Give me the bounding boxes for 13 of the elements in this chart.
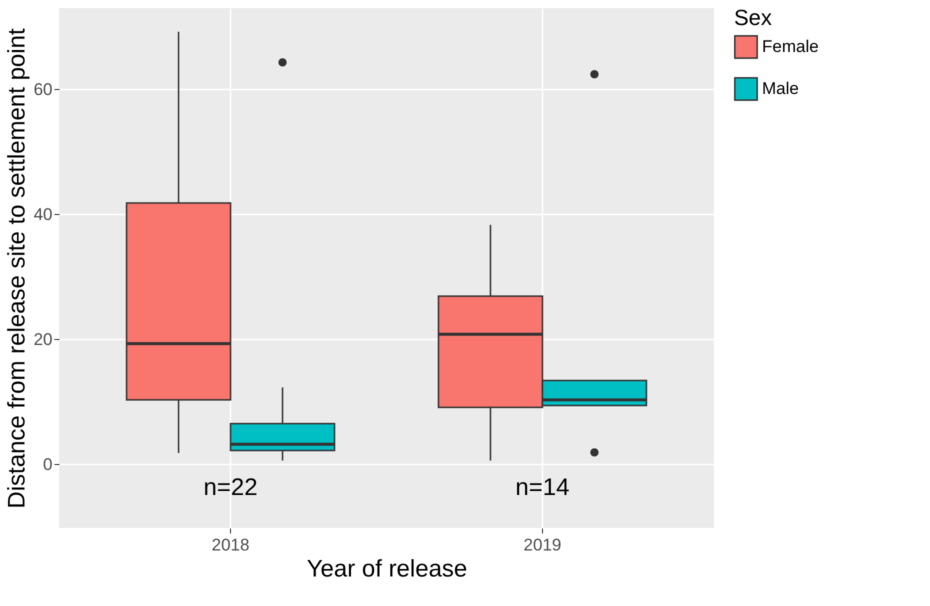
legend-title: Sex <box>734 5 772 30</box>
y-axis-title: Distance from release site to settlement point <box>4 28 31 509</box>
x-axis-title: Year of release <box>306 556 468 582</box>
x-tick-label: 2019 <box>524 536 562 554</box>
legend-label: Female <box>762 37 819 56</box>
legend-label: Male <box>762 79 799 98</box>
y-tick-label: 0 <box>43 454 52 474</box>
x-tick-label: 2018 <box>212 536 250 554</box>
y-tick-label: 20 <box>34 330 52 349</box>
y-tick-label: 60 <box>34 80 52 99</box>
annotation: n=22 <box>204 474 258 501</box>
annotation: n=14 <box>515 474 570 501</box>
y-tick-label: 40 <box>34 204 52 224</box>
